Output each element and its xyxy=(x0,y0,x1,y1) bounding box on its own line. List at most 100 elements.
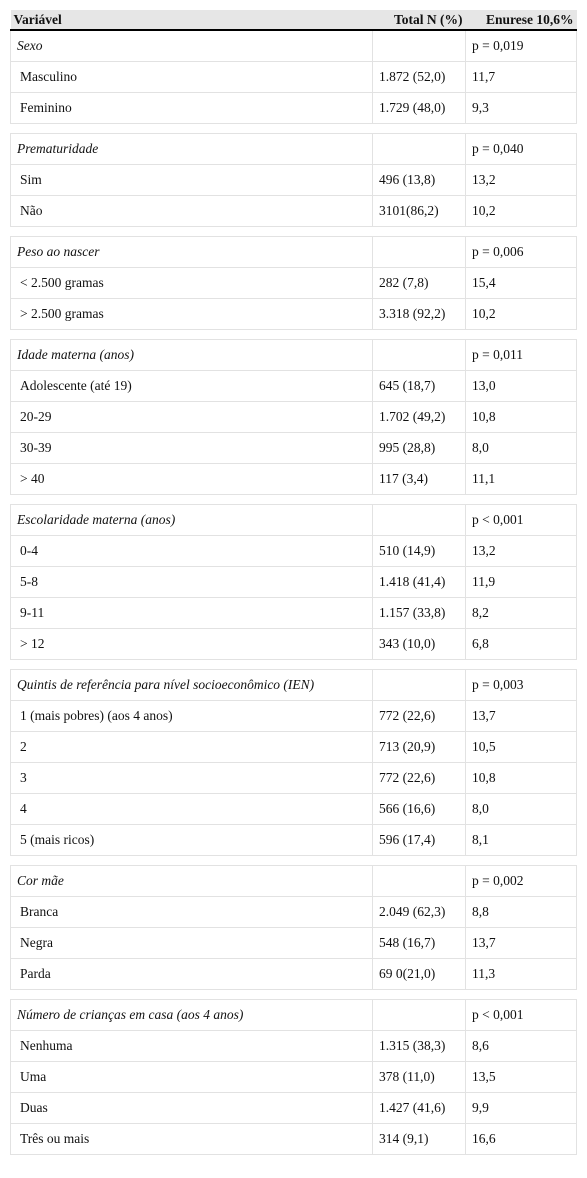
row-total: 282 (7,8) xyxy=(372,267,466,299)
group-title: Peso ao nascer xyxy=(10,236,373,268)
group-total-empty xyxy=(372,504,466,536)
row-enuresis: 9,9 xyxy=(465,1092,577,1124)
spacer-cell xyxy=(10,226,577,237)
spacer-cell xyxy=(10,123,577,134)
group-row: Cor mãe p = 0,002 xyxy=(10,865,577,897)
row-total: 1.729 (48,0) xyxy=(372,92,466,124)
row-total: 496 (13,8) xyxy=(372,164,466,196)
row-label: 3 xyxy=(10,762,373,794)
header-variable: Variável xyxy=(10,10,373,31)
row-enuresis: 10,5 xyxy=(465,731,577,763)
header-row: Variável Total N (%) Enurese 10,6% xyxy=(10,10,577,31)
row-enuresis: 8,0 xyxy=(465,793,577,825)
row-enuresis: 8,2 xyxy=(465,597,577,629)
row-enuresis: 13,0 xyxy=(465,370,577,402)
row-enuresis: 13,7 xyxy=(465,927,577,959)
row-enuresis: 10,2 xyxy=(465,195,577,227)
table-row: Branca 2.049 (62,3) 8,8 xyxy=(10,896,577,928)
group-title: Escolaridade materna (anos) xyxy=(10,504,373,536)
row-total: 1.418 (41,4) xyxy=(372,566,466,598)
group-p-value: p = 0,019 xyxy=(465,30,577,62)
row-label: Branca xyxy=(10,896,373,928)
row-label: Uma xyxy=(10,1061,373,1093)
row-total: 1.872 (52,0) xyxy=(372,61,466,93)
table-row: Duas 1.427 (41,6) 9,9 xyxy=(10,1092,577,1124)
table-row: 1 (mais pobres) (aos 4 anos) 772 (22,6) 13… xyxy=(10,700,577,732)
group-total-empty xyxy=(372,999,466,1031)
header-total: Total N (%) xyxy=(372,10,466,31)
table-row: < 2.500 gramas 282 (7,8) 15,4 xyxy=(10,267,577,299)
table-row: Adolescente (até 19) 645 (18,7) 13,0 xyxy=(10,370,577,402)
row-total: 1.702 (49,2) xyxy=(372,401,466,433)
row-total: 117 (3,4) xyxy=(372,463,466,495)
group-row: Idade materna (anos) p = 0,011 xyxy=(10,339,577,371)
row-enuresis: 13,7 xyxy=(465,700,577,732)
row-total: 566 (16,6) xyxy=(372,793,466,825)
spacer-cell xyxy=(10,329,577,340)
row-enuresis: 9,3 xyxy=(465,92,577,124)
row-total: 772 (22,6) xyxy=(372,700,466,732)
row-enuresis: 10,2 xyxy=(465,298,577,330)
row-label: 20-29 xyxy=(10,401,373,433)
row-label: Nenhuma xyxy=(10,1030,373,1062)
enuresis-table: Variável Total N (%) Enurese 10,6% Sexo p… xyxy=(10,10,577,1155)
group-title: Número de crianças em casa (aos 4 anos) xyxy=(10,999,373,1031)
group-p-value: p = 0,003 xyxy=(465,669,577,701)
row-label: 2 xyxy=(10,731,373,763)
group-spacer xyxy=(10,855,577,866)
table-row: 30-39 995 (28,8) 8,0 xyxy=(10,432,577,464)
table-row: > 2.500 gramas 3.318 (92,2) 10,2 xyxy=(10,298,577,330)
row-enuresis: 10,8 xyxy=(465,762,577,794)
row-label: Feminino xyxy=(10,92,373,124)
group-row: Quintis de referência para nível socioec… xyxy=(10,669,577,701)
row-label: 4 xyxy=(10,793,373,825)
row-label: Negra xyxy=(10,927,373,959)
group-spacer xyxy=(10,494,577,505)
group-row: Número de crianças em casa (aos 4 anos) p… xyxy=(10,999,577,1031)
group-row: Peso ao nascer p = 0,006 xyxy=(10,236,577,268)
row-total: 3.318 (92,2) xyxy=(372,298,466,330)
group-title: Quintis de referência para nível socioec… xyxy=(10,669,373,701)
group-total-empty xyxy=(372,339,466,371)
row-total: 1.157 (33,8) xyxy=(372,597,466,629)
group-row: Prematuridade p = 0,040 xyxy=(10,133,577,165)
group-spacer xyxy=(10,989,577,1000)
row-enuresis: 6,8 xyxy=(465,628,577,660)
table-row: 4 566 (16,6) 8,0 xyxy=(10,793,577,825)
table-row: > 12 343 (10,0) 6,8 xyxy=(10,628,577,660)
row-total: 713 (20,9) xyxy=(372,731,466,763)
row-label: Parda xyxy=(10,958,373,990)
row-label: > 2.500 gramas xyxy=(10,298,373,330)
row-enuresis: 10,8 xyxy=(465,401,577,433)
group-total-empty xyxy=(372,236,466,268)
spacer-cell xyxy=(10,989,577,1000)
group-title: Prematuridade xyxy=(10,133,373,165)
table-row: Masculino 1.872 (52,0) 11,7 xyxy=(10,61,577,93)
row-label: Masculino xyxy=(10,61,373,93)
row-enuresis: 8,0 xyxy=(465,432,577,464)
group-row: Escolaridade materna (anos) p < 0,001 xyxy=(10,504,577,536)
row-total: 1.315 (38,3) xyxy=(372,1030,466,1062)
row-total: 548 (16,7) xyxy=(372,927,466,959)
table-row: Negra 548 (16,7) 13,7 xyxy=(10,927,577,959)
row-total: 3101(86,2) xyxy=(372,195,466,227)
group-p-value: p = 0,002 xyxy=(465,865,577,897)
table-row: Feminino 1.729 (48,0) 9,3 xyxy=(10,92,577,124)
row-label: Adolescente (até 19) xyxy=(10,370,373,402)
spacer-cell xyxy=(10,855,577,866)
row-enuresis: 16,6 xyxy=(465,1123,577,1155)
table-row: Não 3101(86,2) 10,2 xyxy=(10,195,577,227)
row-label: < 2.500 gramas xyxy=(10,267,373,299)
table-row: 20-29 1.702 (49,2) 10,8 xyxy=(10,401,577,433)
group-row: Sexo p = 0,019 xyxy=(10,30,577,62)
group-spacer xyxy=(10,226,577,237)
group-spacer xyxy=(10,123,577,134)
table-row: 9-11 1.157 (33,8) 8,2 xyxy=(10,597,577,629)
table-row: 5-8 1.418 (41,4) 11,9 xyxy=(10,566,577,598)
group-total-empty xyxy=(372,865,466,897)
row-total: 772 (22,6) xyxy=(372,762,466,794)
row-enuresis: 8,8 xyxy=(465,896,577,928)
row-total: 378 (11,0) xyxy=(372,1061,466,1093)
table-row: Três ou mais 314 (9,1) 16,6 xyxy=(10,1123,577,1155)
row-enuresis: 11,1 xyxy=(465,463,577,495)
